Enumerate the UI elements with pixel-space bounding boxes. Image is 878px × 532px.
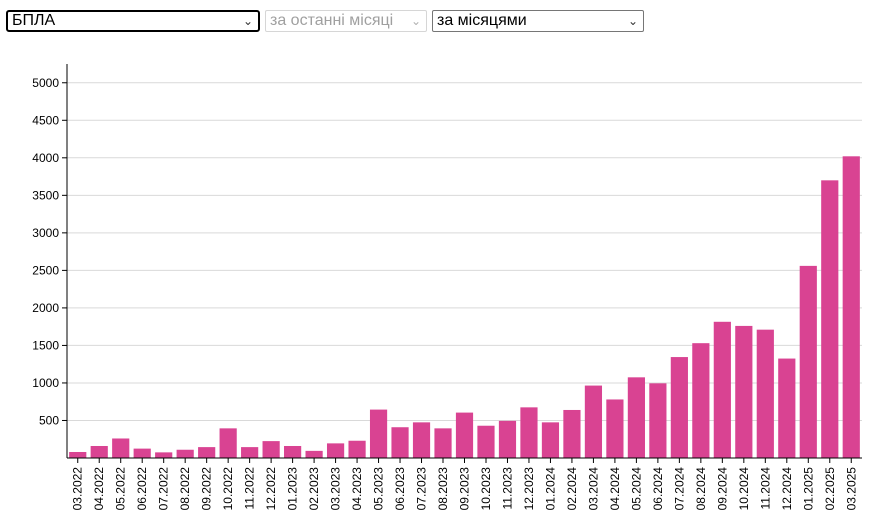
y-tick-label: 5000 <box>32 76 59 90</box>
bar <box>69 451 87 458</box>
x-tick-label: 05.2022 <box>114 467 128 511</box>
x-tick-label: 03.2023 <box>329 467 343 511</box>
bar <box>821 180 839 459</box>
bar <box>112 438 130 458</box>
x-tick-label: 01.2024 <box>543 467 557 511</box>
x-tick-label: 04.2023 <box>350 467 364 511</box>
x-tick-label: 03.2025 <box>844 467 858 511</box>
y-tick-label: 4500 <box>32 113 59 127</box>
x-tick-label: 05.2024 <box>629 467 643 511</box>
x-tick-label: 07.2024 <box>672 467 686 511</box>
bar <box>541 422 560 458</box>
x-tick-label: 05.2023 <box>372 467 386 511</box>
x-tick-label: 07.2022 <box>157 467 171 511</box>
x-tick-label: 04.2024 <box>608 467 622 511</box>
bar <box>219 428 237 458</box>
x-tick-label: 10.2024 <box>737 467 751 511</box>
bar <box>713 321 731 458</box>
x-tick-label: 12.2023 <box>522 467 536 511</box>
chevron-down-icon: ⌄ <box>410 14 421 28</box>
bar <box>670 357 688 458</box>
x-tick-label: 03.2024 <box>586 467 600 511</box>
x-tick-label: 09.2024 <box>715 467 729 511</box>
x-tick-label: 11.2023 <box>500 467 514 510</box>
bar <box>348 440 366 458</box>
type-select[interactable]: БПЛА ⌄ <box>6 10 260 32</box>
bar <box>412 422 431 458</box>
y-tick-label: 2000 <box>32 301 59 315</box>
bar <box>756 329 774 458</box>
bar <box>799 265 817 458</box>
bar <box>627 377 645 458</box>
x-tick-label: 06.2023 <box>393 467 407 511</box>
x-tick-label: 02.2024 <box>565 467 579 511</box>
x-tick-label: 03.2022 <box>71 467 85 511</box>
y-tick-label: 3000 <box>32 226 59 240</box>
bar <box>584 385 603 458</box>
x-tick-label: 12.2022 <box>264 467 278 511</box>
type-select-value: БПЛА <box>12 12 56 29</box>
bar <box>692 343 710 458</box>
x-tick-label: 01.2023 <box>286 467 300 511</box>
bar <box>133 448 151 458</box>
bar <box>520 407 538 458</box>
x-tick-label: 08.2022 <box>178 467 192 511</box>
bar <box>176 449 194 458</box>
bar <box>563 409 581 458</box>
grouping-select-value: за місяцями <box>437 12 527 29</box>
x-tick-label: 10.2023 <box>479 467 493 511</box>
x-tick-label: 08.2024 <box>694 467 708 511</box>
y-tick-label: 2500 <box>32 263 59 277</box>
bar <box>262 441 280 458</box>
x-tick-label: 08.2023 <box>436 467 450 511</box>
bar <box>284 445 302 458</box>
x-tick-label: 06.2022 <box>135 467 149 511</box>
y-tick-label: 1000 <box>32 376 59 390</box>
bar <box>606 399 624 458</box>
bar <box>198 447 216 458</box>
bar <box>842 156 860 458</box>
bar <box>391 427 409 458</box>
x-tick-label: 06.2024 <box>651 467 665 511</box>
bar <box>369 409 388 458</box>
bar <box>90 445 108 458</box>
y-tick-label: 3500 <box>32 188 59 202</box>
bar <box>241 447 259 458</box>
x-tick-label: 09.2022 <box>200 467 214 511</box>
bar <box>455 412 474 458</box>
y-tick-label: 1500 <box>32 338 59 352</box>
x-tick-label: 01.2025 <box>801 467 815 511</box>
x-tick-label: 02.2025 <box>823 467 837 511</box>
bar <box>434 428 452 458</box>
period-select: за останні місяці ⌄ <box>265 10 427 32</box>
x-tick-label: 09.2023 <box>458 467 472 511</box>
x-tick-label: 02.2023 <box>307 467 321 511</box>
x-tick-label: 07.2023 <box>415 467 429 511</box>
y-tick-label: 4000 <box>32 151 59 165</box>
bar <box>326 443 345 458</box>
bar <box>649 383 667 458</box>
x-tick-label: 12.2024 <box>780 467 794 511</box>
period-select-value: за останні місяці <box>270 12 394 29</box>
bar <box>305 450 323 458</box>
y-tick-label: 500 <box>39 413 59 427</box>
x-tick-label: 04.2022 <box>92 467 106 511</box>
bar <box>735 325 753 458</box>
x-tick-label: 10.2022 <box>221 467 235 511</box>
x-tick-label: 11.2024 <box>758 467 772 510</box>
chevron-down-icon: ⌄ <box>627 14 638 28</box>
x-tick-label: 11.2022 <box>243 467 257 510</box>
bar <box>477 425 495 458</box>
bar <box>778 358 796 458</box>
bar <box>498 420 517 458</box>
bar <box>155 452 173 458</box>
grouping-select[interactable]: за місяцями ⌄ <box>432 10 644 32</box>
chevron-down-icon: ⌄ <box>242 14 253 28</box>
